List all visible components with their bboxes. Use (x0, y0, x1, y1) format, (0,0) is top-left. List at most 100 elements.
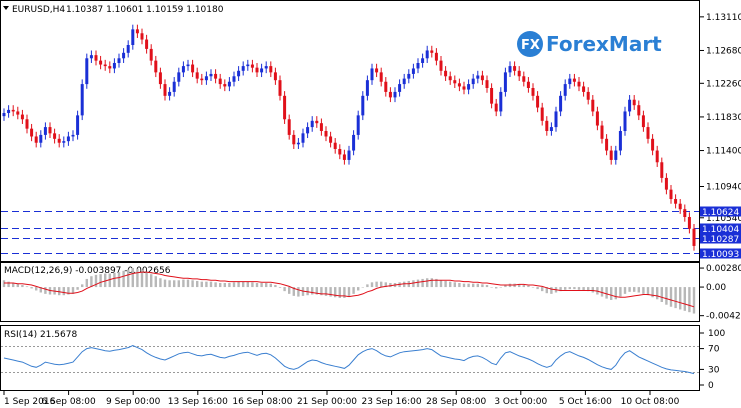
candle-body (260, 68, 264, 73)
candle-body (503, 72, 507, 92)
candle-body (605, 138, 609, 151)
candle-body (614, 150, 618, 160)
candle-body (347, 150, 351, 160)
candle-body (76, 115, 80, 135)
candle-body (365, 80, 369, 96)
macd-bar (462, 283, 466, 288)
time-tick-label: 9 Sep 00:00 (106, 397, 161, 407)
candle-body (39, 134, 43, 143)
macd-bar (131, 268, 134, 288)
macd-bar (439, 280, 443, 288)
macd-bar (352, 287, 355, 294)
candle-body (375, 68, 379, 73)
horizontal-levels[interactable] (1, 211, 699, 254)
candle-body (582, 86, 586, 92)
candle-body (66, 136, 70, 142)
candle-body (16, 111, 20, 115)
candle-body (154, 60, 158, 73)
rsi-label: RSI(14) 21.5678 (4, 330, 77, 340)
price-pane[interactable] (0, 0, 700, 262)
macd-bar (619, 287, 622, 297)
macd-bar (669, 287, 673, 307)
macd-bar (67, 287, 70, 295)
macd-bar (242, 281, 245, 288)
macd-bar (384, 282, 387, 288)
price-axis: 1.13110 1.12680 1.12260 1.11830 1.11400 1.109… (700, 13, 741, 224)
macd-bar (577, 287, 581, 290)
macd-bar (127, 269, 130, 288)
macd-bar (518, 284, 521, 288)
candle-body (628, 99, 632, 112)
time-tick-label: 23 Sep 16:00 (362, 397, 422, 407)
macd-bar (154, 276, 157, 288)
candle-body (177, 72, 181, 82)
level-tag-bg (700, 223, 741, 234)
macd-bar (338, 287, 341, 298)
candle-body (393, 91, 397, 98)
macd-bar (633, 287, 636, 292)
macd-bar (605, 287, 608, 299)
macd-bar (522, 285, 525, 288)
rsi-tick-label: 30 (708, 365, 720, 375)
candle-body (683, 209, 687, 217)
candle-body (34, 136, 38, 143)
candle-body (163, 84, 167, 96)
candle-body (204, 76, 208, 81)
candle-body (250, 64, 254, 68)
macd-bar (292, 287, 295, 296)
candle-body (278, 80, 282, 96)
macd-bar (357, 287, 360, 291)
macd-bar (30, 287, 33, 289)
candle-body (315, 120, 319, 124)
macd-bar (343, 287, 346, 298)
macd-bar (403, 281, 406, 288)
candle-body (660, 162, 664, 178)
candle-body (361, 95, 365, 116)
candle-body (416, 62, 420, 69)
price-tick-label: 1.11830 (706, 113, 741, 123)
candle-body (568, 78, 572, 85)
candle-body (513, 66, 517, 71)
candle-body (425, 50, 429, 59)
macd-bar (209, 281, 213, 288)
candle-body (329, 136, 333, 143)
time-tick-label: 28 Sep 08:00 (426, 397, 486, 407)
macd-bar (122, 270, 125, 288)
macd-bar (182, 279, 185, 288)
macd-bar (7, 281, 10, 288)
candle-body (545, 120, 549, 131)
macd-bar (205, 281, 208, 288)
time-tick-label: 6 Sep 08:00 (41, 397, 96, 407)
candle-body (388, 91, 392, 98)
macd-bar (191, 280, 194, 288)
macd-bar (219, 283, 222, 288)
candle-body (476, 75, 480, 79)
candle-body (57, 138, 61, 143)
candle-body (572, 78, 576, 82)
candle-body (324, 131, 328, 137)
macd-bar (656, 287, 659, 300)
macd-bar (269, 283, 272, 288)
macd-bar (324, 287, 328, 296)
macd-bar (85, 278, 88, 288)
macd-bar (582, 287, 585, 291)
candle-body (471, 78, 475, 85)
candle-body (448, 76, 452, 81)
macd-bar (246, 281, 249, 288)
candle-body (559, 95, 563, 112)
macd-bar (490, 287, 493, 288)
symbol-dropdown-icon[interactable] (3, 6, 9, 10)
candle-body (227, 81, 231, 87)
candle-body (214, 73, 218, 79)
macd-bar (186, 279, 190, 288)
macd-bar (444, 280, 447, 288)
logo-text: ForexMart (546, 32, 662, 56)
rsi-pane[interactable] (0, 325, 700, 391)
macd-bar (214, 282, 217, 288)
macd-bar (62, 287, 65, 296)
candle-body (554, 111, 558, 128)
candle-body (103, 64, 107, 67)
